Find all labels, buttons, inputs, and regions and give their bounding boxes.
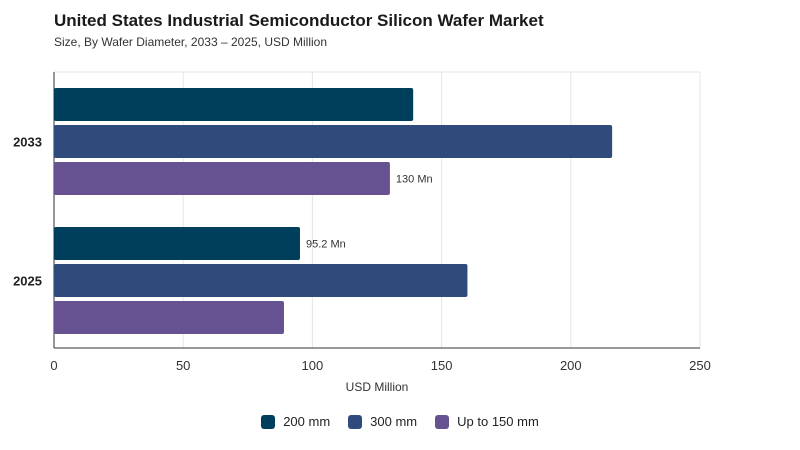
y-category-label-2033: 2033: [13, 135, 42, 150]
data-label-2033-up-to-150-mm: 130 Mn: [396, 174, 433, 186]
x-tick-label-100: 100: [302, 358, 324, 373]
bar-2025-300-mm: [54, 264, 468, 297]
x-tick-label-0: 0: [50, 358, 57, 373]
x-axis-title: USD Million: [346, 380, 409, 394]
bar-chart: 0 50 100 150 200 250 USD Million 130 Mn 2033 95.2…: [13, 71, 711, 394]
data-label-2025-200-mm: 95.2 Mn: [306, 239, 346, 251]
x-tick-label-200: 200: [560, 358, 582, 373]
chart-subtitle: Size, By Wafer Diameter, 2033 – 2025, US…: [54, 35, 328, 49]
y-category-label-2025: 2025: [13, 274, 42, 289]
legend-item-up-to-150mm[interactable]: Up to 150 mm: [435, 414, 539, 429]
legend-label-300mm: 300 mm: [370, 414, 418, 429]
legend-swatch-300mm: [348, 414, 363, 429]
legend-label-200mm: 200 mm: [283, 414, 331, 429]
bar-2033-300-mm: [54, 125, 613, 158]
legend-label-up-to-150mm: Up to 150 mm: [457, 414, 539, 429]
legend-item-200mm[interactable]: 200 mm: [261, 414, 330, 429]
chart-title: United States Industrial Semiconductor S…: [54, 11, 544, 30]
legend: 200 mm 300 mm Up to 150 mm: [0, 414, 800, 429]
bar-2033-200-mm: [54, 88, 414, 121]
bar-2025-200-mm: [54, 227, 300, 260]
legend-swatch-200mm: [261, 414, 276, 429]
x-tick-label-50: 50: [176, 358, 190, 373]
bar-2025-up-to-150-mm: [54, 301, 284, 334]
x-tick-label-250: 250: [689, 358, 711, 373]
x-tick-label-150: 150: [431, 358, 453, 373]
legend-item-300mm[interactable]: 300 mm: [348, 414, 417, 429]
legend-swatch-up-to-150mm: [435, 414, 450, 429]
bar-2033-up-to-150-mm: [54, 162, 390, 195]
